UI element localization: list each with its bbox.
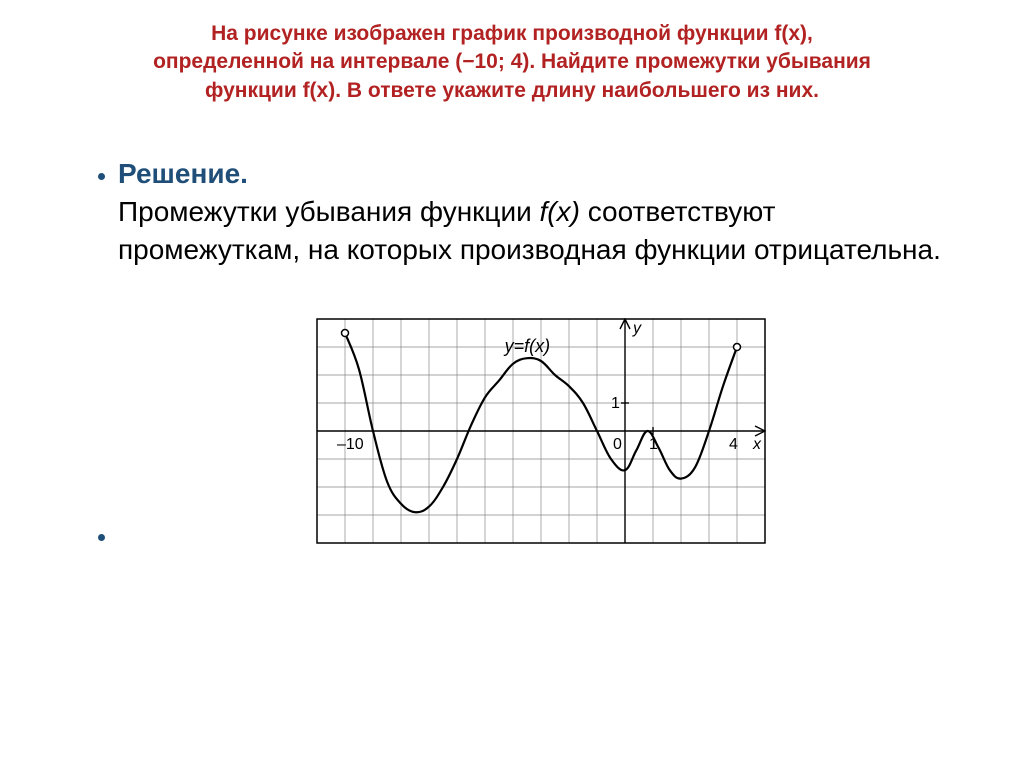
title-line-1: На рисунке изображен график производной … [211,22,813,45]
chart-wrap: y x y=f(x) –10 0 1 1 4 [118,318,964,544]
derivative-chart: y x y=f(x) –10 0 1 1 4 [316,318,766,544]
solution-label: Решение. [118,158,248,189]
svg-text:x: x [752,436,762,453]
solution-text: Промежутки убывания функции f(x) соответ… [118,196,941,265]
svg-text:y: y [632,320,642,337]
svg-text:0: 0 [613,436,622,453]
svg-text:y=f(x): y=f(x) [503,337,551,357]
title-line-3: функции f(x). В ответе укажите длину наи… [205,79,819,102]
solution-item: Решение. Промежутки убывания функции f(x… [118,155,964,268]
svg-text:1: 1 [611,395,620,412]
problem-title: На рисунке изображен график производной … [100,20,924,105]
body-list: Решение. Промежутки убывания функции f(x… [90,155,964,544]
title-line-2: определенной на интервале (−10; 4). Найд… [153,50,871,73]
svg-text:–10: –10 [337,436,364,453]
chart-item: y x y=f(x) –10 0 1 1 4 [118,318,964,544]
svg-text:1: 1 [649,436,658,453]
svg-text:4: 4 [729,436,738,453]
content-area: Решение. Промежутки убывания функции f(x… [60,155,964,544]
